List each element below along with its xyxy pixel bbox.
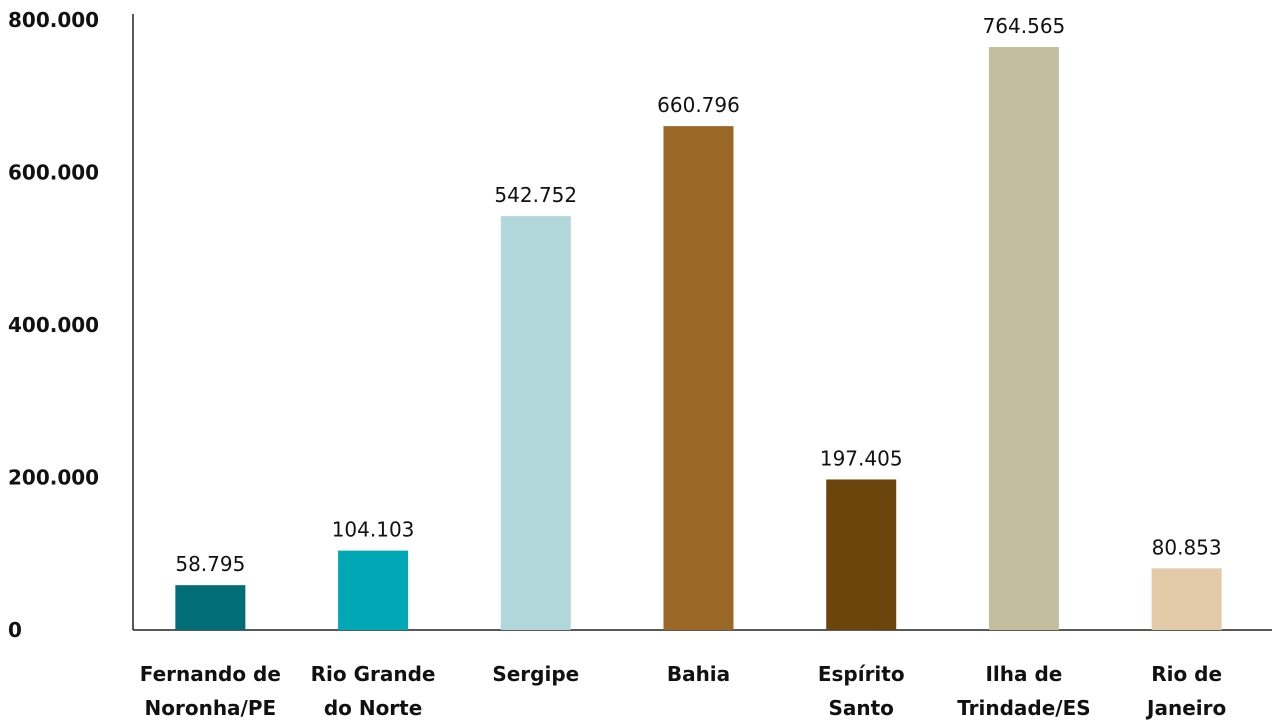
category-labels: Fernando de Noronha/PE Rio Grande do Norte S… [140, 662, 1226, 720]
data-label: 58.795 [175, 552, 245, 576]
category-label: Espírito Santo [818, 662, 905, 720]
bar [988, 47, 1059, 631]
y-tick-labels: 0 200.000 400.000 600.000 800.000 [8, 8, 99, 642]
category-label: Rio de Janeiro [1145, 662, 1226, 720]
bars [175, 47, 1222, 631]
bar [500, 216, 571, 630]
data-label: 542.752 [494, 183, 577, 207]
category-label: Fernando de Noronha/PE [140, 662, 281, 720]
bar [663, 126, 734, 630]
data-label: 104.103 [332, 518, 415, 542]
category-label: Ilha de Trindade/ES [957, 662, 1090, 720]
data-label: 764.565 [983, 14, 1066, 38]
data-label: 80.853 [1152, 535, 1222, 559]
category-label: Sergipe [492, 662, 579, 686]
y-tick-label: 0 [8, 618, 22, 642]
data-labels: 58.795 104.103 542.752 660.796 197.405 764.56… [175, 14, 1221, 576]
bar [826, 479, 897, 630]
category-label: Rio Grande do Norte [311, 662, 436, 720]
category-label: Bahia [667, 662, 730, 686]
y-tick-label: 800.000 [8, 8, 99, 32]
y-tick-label: 600.000 [8, 161, 99, 185]
data-label: 660.796 [657, 93, 740, 117]
data-label: 197.405 [820, 446, 903, 470]
y-tick-label: 200.000 [8, 466, 99, 490]
bar [338, 550, 409, 630]
bar [1151, 568, 1222, 630]
bar [175, 585, 246, 630]
y-tick-label: 400.000 [8, 313, 99, 337]
